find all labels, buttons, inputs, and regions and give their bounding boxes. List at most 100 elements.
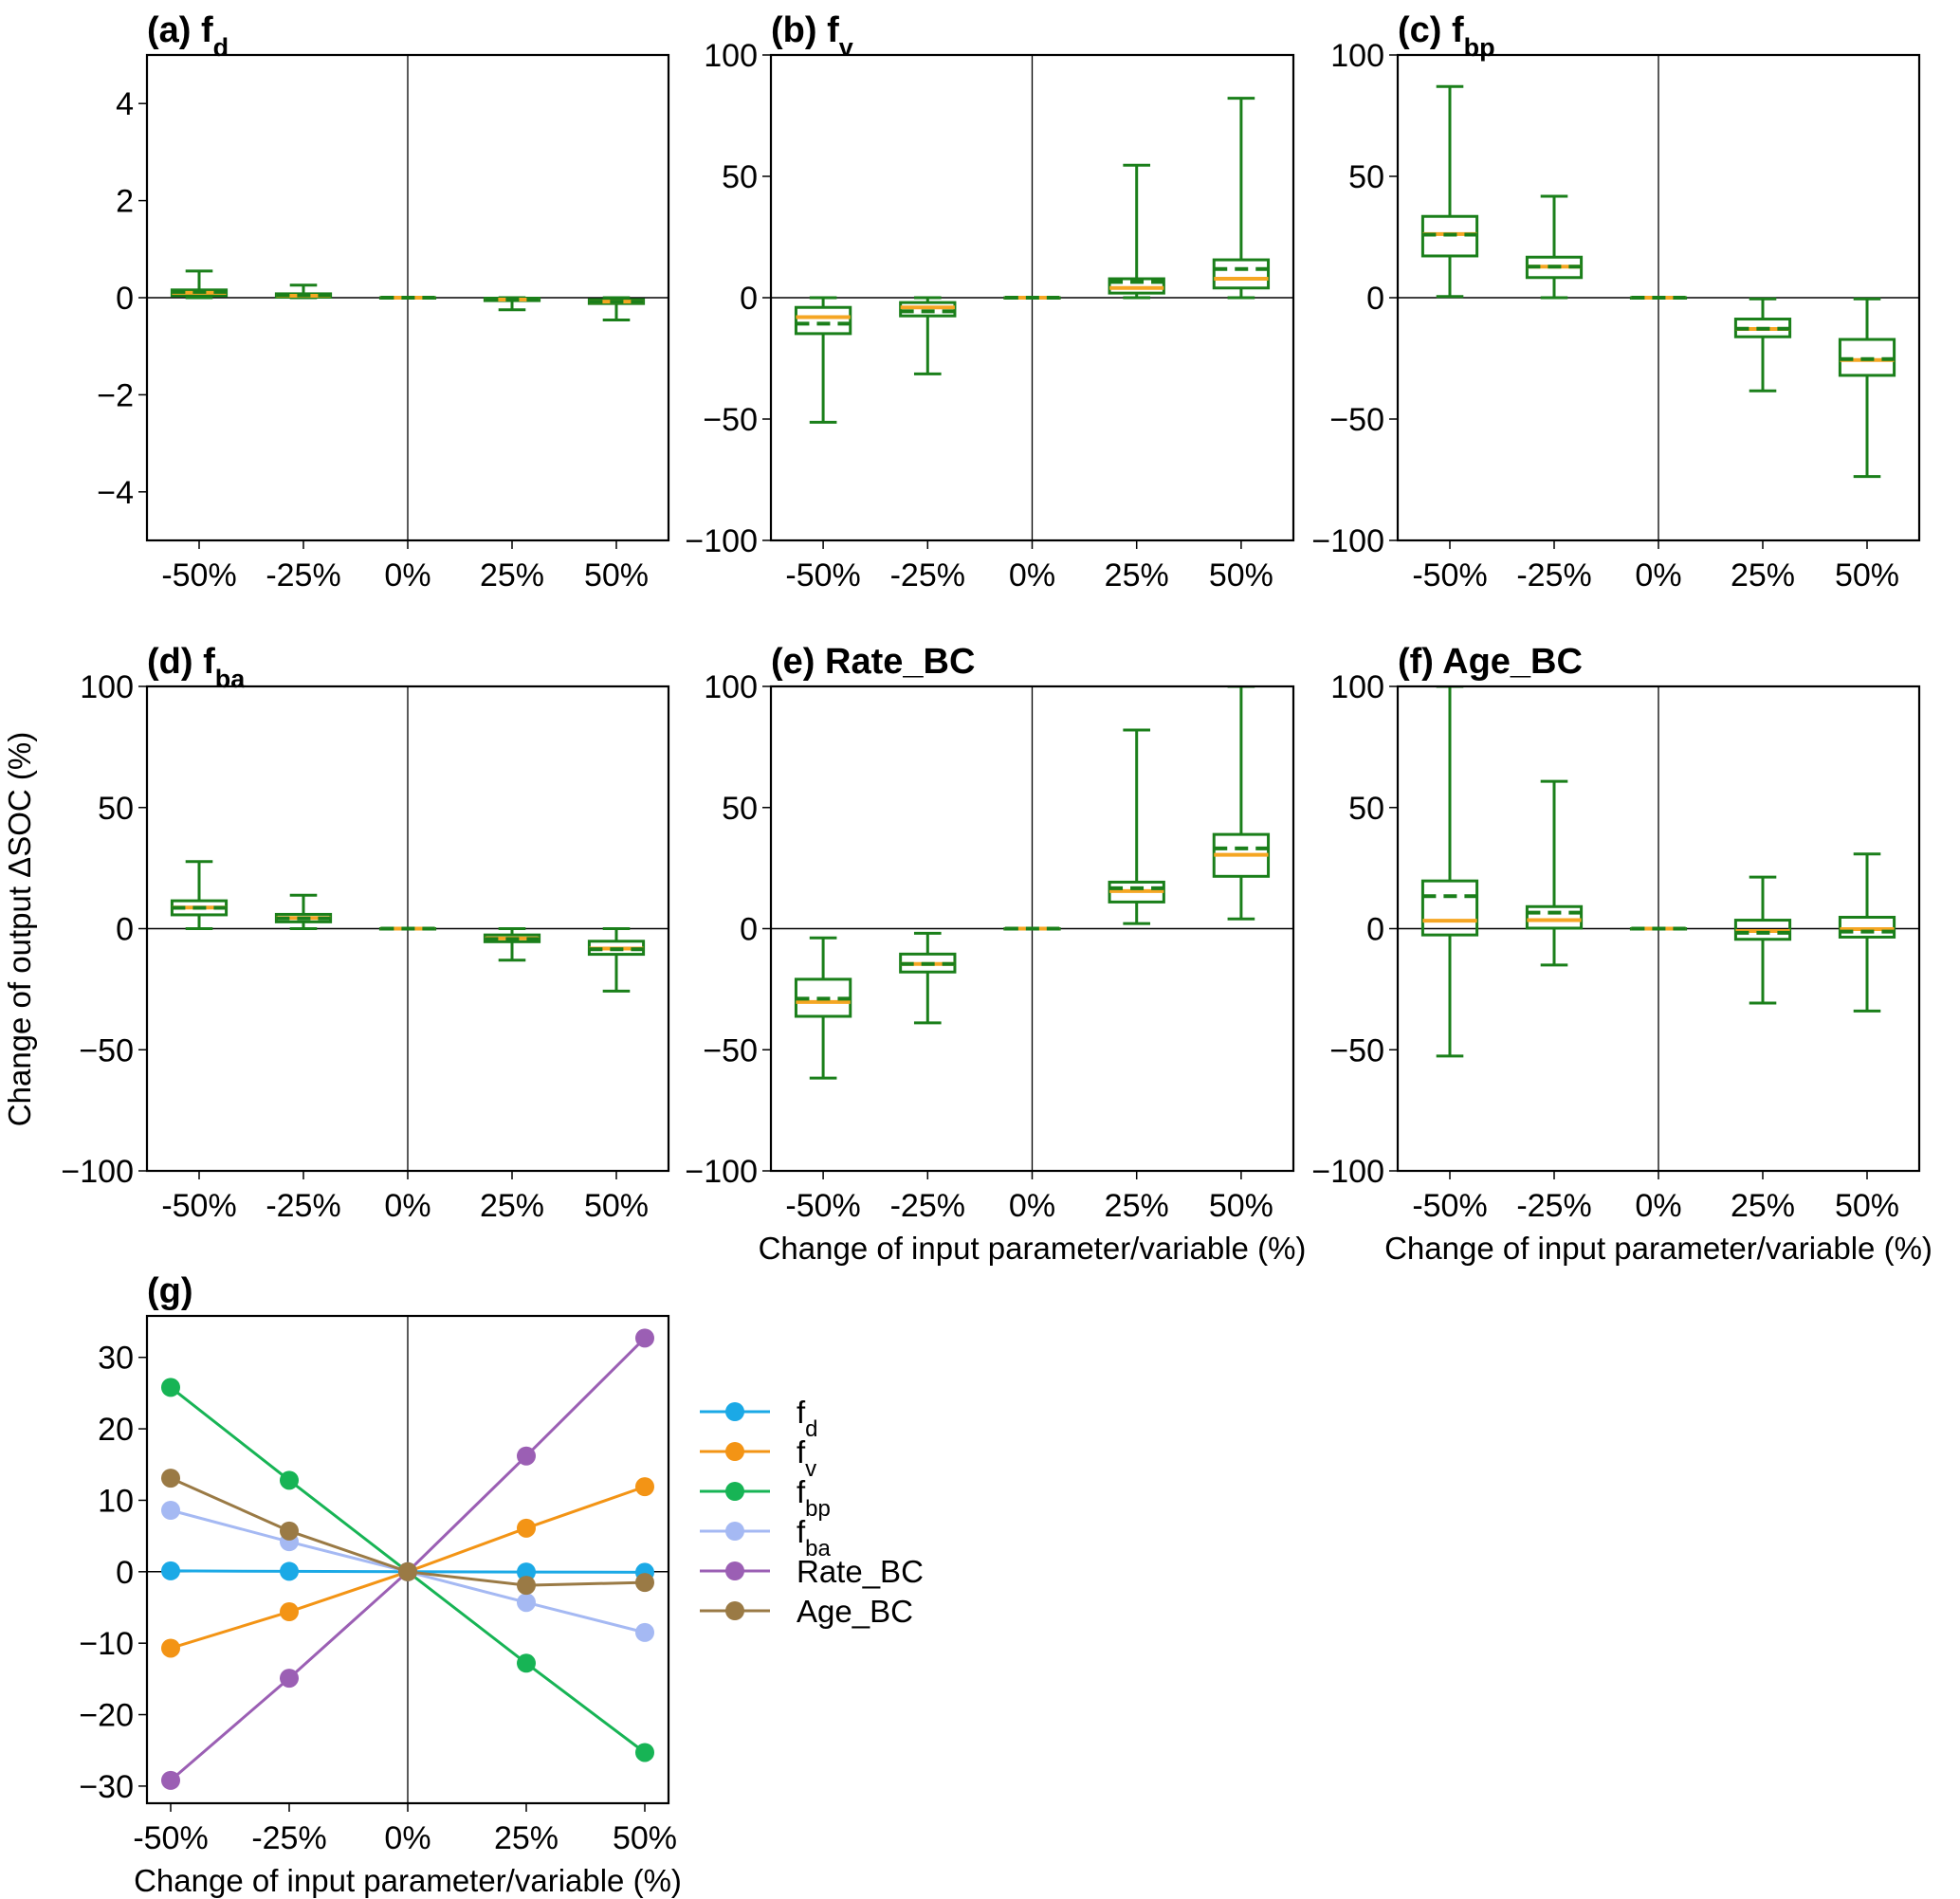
iqr-box xyxy=(1838,915,1896,939)
plot-area xyxy=(1420,84,1896,479)
y-tick-label: 50 xyxy=(1348,159,1384,195)
panel-c: (c) fbp −100 −50 0 50 100 -50% -25% 0% 25% 50% xyxy=(1311,10,1921,593)
data-point xyxy=(398,1561,417,1581)
x-tick-label: 0% xyxy=(1009,557,1055,593)
y-tick-label: 2 xyxy=(116,184,134,220)
legend-item: Rate_BC xyxy=(700,1554,924,1589)
box-25% xyxy=(1108,728,1165,925)
plot-area xyxy=(170,269,646,322)
series-age-bc xyxy=(161,1469,654,1596)
legend-label: fd xyxy=(797,1395,818,1442)
panel-g: (g) −30 −20 −10 0 10 20 30 -50% -25% 0% 25% 50% Chang… xyxy=(79,1271,924,1898)
x-tick-label: -50% xyxy=(1412,557,1487,593)
y-tick-label: −100 xyxy=(1311,523,1384,559)
box-25% xyxy=(483,927,541,962)
y-tick-label: 10 xyxy=(98,1483,134,1519)
y-tick-label: 0 xyxy=(1366,281,1384,317)
y-tick-label: 100 xyxy=(1330,38,1384,74)
axes-frame xyxy=(769,53,1295,542)
legend-marker xyxy=(725,1442,744,1461)
x-tick-label: -25% xyxy=(890,1188,965,1224)
x-tick-label: 0% xyxy=(1009,1188,1055,1224)
panel-title: (g) xyxy=(147,1271,193,1311)
y-tick-label: −100 xyxy=(61,1154,134,1190)
box-50% xyxy=(1212,97,1271,300)
data-point xyxy=(280,1561,299,1581)
box-50% xyxy=(1838,297,1896,479)
axes-frame xyxy=(145,1314,670,1805)
panel-f: (f) Age_BC −100 −50 0 50 100 -50% -25% 0% 25% 50% C… xyxy=(1311,642,1933,1266)
data-point xyxy=(635,1622,654,1642)
legend-marker xyxy=(725,1522,744,1541)
y-tick-label: 50 xyxy=(722,791,758,827)
y-tick-label: −50 xyxy=(703,402,758,438)
y-tick-label: −2 xyxy=(97,377,134,413)
data-point xyxy=(161,1561,180,1580)
axes-frame xyxy=(145,685,670,1173)
data-point xyxy=(161,1378,180,1397)
data-point xyxy=(517,1593,536,1613)
panel-title-subscript: bp xyxy=(1464,33,1495,62)
x-tick-label: 25% xyxy=(1731,557,1795,593)
panel-title-subscript: ba xyxy=(215,665,246,693)
panel-title-main: f xyxy=(1452,10,1464,50)
y-tick-label: −50 xyxy=(79,1032,134,1068)
box-50% xyxy=(1838,852,1896,1013)
y-tick-label: −100 xyxy=(1311,1154,1384,1190)
box--50% xyxy=(794,936,852,1080)
axes-frame xyxy=(1396,685,1921,1173)
box-50% xyxy=(1212,686,1271,921)
y-tick-label: 100 xyxy=(80,669,134,705)
box-0% xyxy=(1003,296,1061,300)
panel-title: (d) fba xyxy=(147,642,246,693)
x-tick-label: -50% xyxy=(785,1188,860,1224)
data-point xyxy=(161,1770,180,1790)
plot-area xyxy=(794,686,1271,1080)
panel-title: (f) Age_BC xyxy=(1398,642,1583,682)
legend-item: fba xyxy=(700,1514,832,1561)
y-tick-label: 0 xyxy=(116,1555,134,1591)
iqr-box xyxy=(1525,904,1584,930)
box-0% xyxy=(378,296,437,300)
x-tick-label: 50% xyxy=(1835,1188,1899,1224)
data-point xyxy=(635,1328,654,1348)
box-25% xyxy=(1733,297,1792,393)
data-point xyxy=(635,1743,654,1762)
box-25% xyxy=(483,296,541,312)
legend-label: fba xyxy=(797,1514,832,1561)
legend-item: fbp xyxy=(700,1474,831,1522)
box-50% xyxy=(587,927,646,993)
x-tick-label: 25% xyxy=(480,557,544,593)
panel-title-main: f xyxy=(827,10,839,50)
x-tick-label: 25% xyxy=(1731,1188,1795,1224)
x-tick-label: -50% xyxy=(785,557,860,593)
panel-a: (a) fd −4 −2 0 2 4 -50% -25% 0% 25% 50% xyxy=(97,10,670,593)
y-tick-label: −4 xyxy=(97,475,134,511)
data-point xyxy=(280,1602,299,1622)
x-axis-label: Change of input parameter/variable (%) xyxy=(1384,1231,1933,1266)
legend-marker xyxy=(725,1482,744,1501)
panel-title-subscript: d xyxy=(213,33,229,62)
legend-item: Age_BC xyxy=(700,1594,913,1629)
box--25% xyxy=(1525,194,1584,300)
legend-label: Rate_BC xyxy=(797,1554,924,1589)
panel-title-prefix: (d) xyxy=(147,642,203,682)
y-tick-label: −100 xyxy=(685,523,758,559)
y-tick-label: 4 xyxy=(116,86,134,122)
panel-title: (e) Rate_BC xyxy=(771,642,975,682)
y-tick-label: 0 xyxy=(740,912,758,948)
iqr-box xyxy=(794,305,852,336)
data-point xyxy=(517,1518,536,1538)
box--25% xyxy=(274,283,333,300)
panel-title-prefix: (c) xyxy=(1398,10,1452,50)
y-tick-label: −100 xyxy=(685,1154,758,1190)
x-tick-label: 50% xyxy=(1209,1188,1273,1224)
y-tick-label: 0 xyxy=(116,912,134,948)
x-axis-label: Change of input parameter/variable (%) xyxy=(134,1863,682,1898)
box--25% xyxy=(899,931,957,1025)
x-tick-label: 50% xyxy=(584,557,649,593)
legend-item: fv xyxy=(700,1434,816,1482)
y-tick-label: 0 xyxy=(740,281,758,317)
